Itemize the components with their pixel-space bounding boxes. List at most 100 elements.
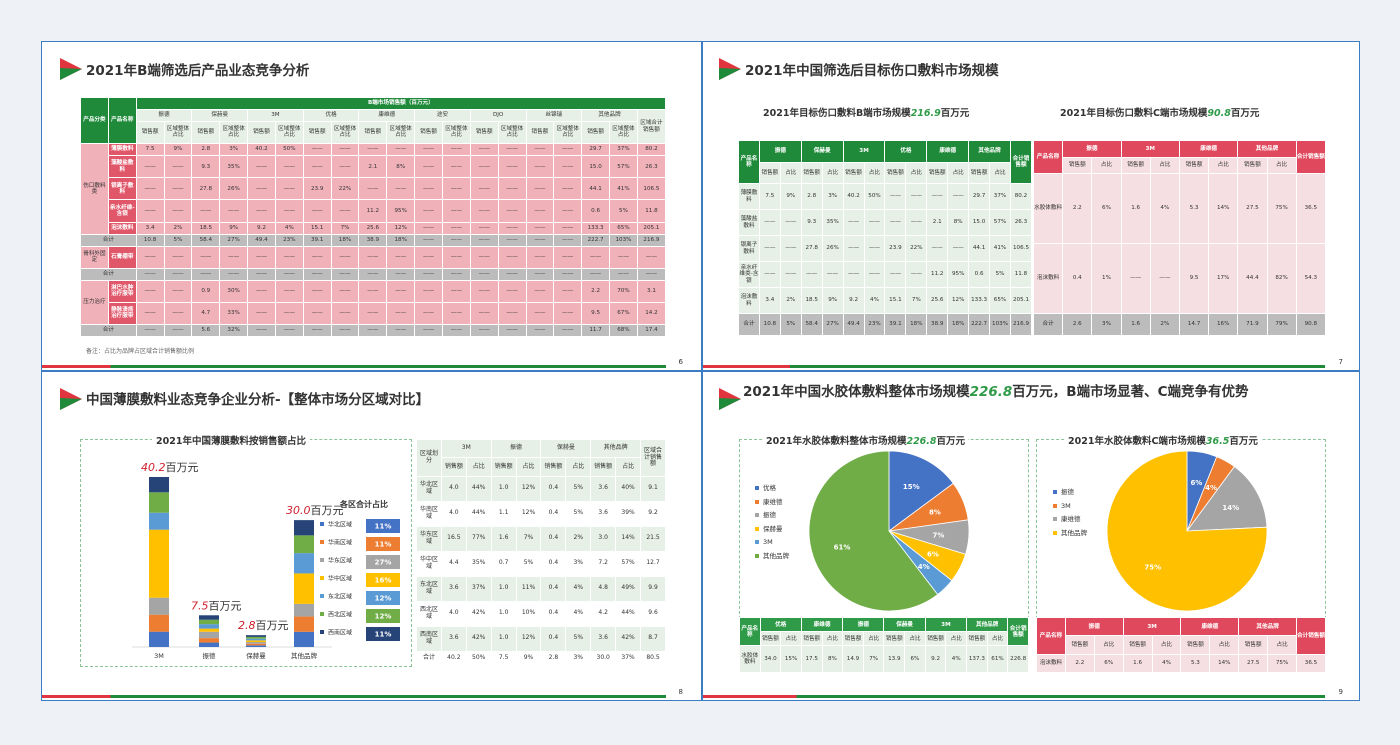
table-cell: —— bbox=[441, 233, 471, 247]
header-row: 产品名称 优格 康维德 振德 保赫曼 3M 其他品牌 合计销售额 bbox=[739, 616, 1029, 647]
table-cell: 9.9 bbox=[640, 575, 666, 602]
table-cell: 16% bbox=[1208, 313, 1239, 336]
table-cell: —— bbox=[191, 267, 221, 281]
brand-header: 其他品牌 bbox=[968, 140, 1011, 163]
table-cell: —— bbox=[358, 267, 388, 281]
table-cell: 42% bbox=[615, 625, 642, 652]
table-cell: —— bbox=[863, 209, 886, 236]
table-cell: 占比 bbox=[945, 631, 968, 647]
table-cell: —— bbox=[302, 143, 332, 157]
table-cell: 销售额 bbox=[1122, 635, 1153, 655]
table-cell: 103% bbox=[989, 313, 1011, 336]
table-cell: 67% bbox=[609, 301, 638, 326]
table-cell: —— bbox=[274, 177, 304, 201]
total-label: 30.0百万元 bbox=[286, 504, 344, 517]
header-cell: 产品名称 bbox=[739, 616, 761, 647]
table-cell: 12% bbox=[947, 287, 970, 314]
table-cell: —— bbox=[497, 279, 527, 303]
table-cell: 44.1 bbox=[968, 235, 991, 262]
header-cell: 产品名称 bbox=[738, 140, 760, 184]
table-cell: —— bbox=[135, 301, 165, 326]
table-cell: 1.6 bbox=[1120, 313, 1151, 336]
header-row: 区域划分 3M 振德 保赫曼 其他品牌 区域合计销售额 bbox=[416, 438, 666, 477]
b2b-competition-table: 产品分类 产品名称 B端市场销售额（百万元） 振德 保赫曼 3M 优格 康维德 途安 DJO 丝锦瑞… bbox=[80, 96, 667, 337]
table-cell: 7% bbox=[905, 287, 928, 314]
table-cell: 11.8 bbox=[1009, 261, 1033, 288]
table-cell: —— bbox=[553, 301, 583, 326]
slide-7[interactable]: 2021年中国筛选后目标伤口敷料市场规模 2021年目标伤口敷料B端市场规模21… bbox=[702, 41, 1360, 371]
table-row: 骨科外固定 石膏绷带 —— —— —— —— —— —— —— —— —— —— —— —— —— —— —— —… bbox=[80, 245, 667, 269]
table-cell: 40% bbox=[615, 475, 642, 502]
table-cell: —— bbox=[800, 261, 823, 288]
total-label: 7.5百万元 bbox=[191, 599, 242, 612]
table-cell: 44% bbox=[465, 475, 492, 502]
table-cell: 1.0 bbox=[490, 575, 517, 602]
brand-flag-icon bbox=[719, 58, 741, 80]
category-label: 其他品牌 bbox=[291, 651, 318, 660]
table-cell: 9.2 bbox=[842, 287, 865, 314]
brand-header: 康维德 bbox=[1180, 616, 1240, 637]
table-cell: —— bbox=[525, 267, 555, 281]
table-cell: 藻酸盐敷料 bbox=[738, 209, 760, 236]
table-cell: 9.2 bbox=[640, 500, 666, 527]
legend-item: 保赫曼 bbox=[755, 523, 789, 537]
slide-8[interactable]: 中国薄膜敷料业态竞争企业分析-【整体市场分区域对比】 2021年中国薄膜敷料按销… bbox=[41, 371, 702, 701]
share-box bbox=[366, 573, 400, 587]
table-cell: 4% bbox=[274, 221, 304, 235]
table-cell: 销售额 bbox=[884, 161, 907, 184]
table-cell: 销售额 bbox=[490, 457, 517, 477]
table-row: 伤口敷料类 薄膜敷料 7.5 9% 2.8 3% 40.2 50% —— —— —— —— —— —— ——… bbox=[80, 143, 667, 235]
table-cell: —— bbox=[469, 177, 499, 201]
table-cell: —— bbox=[414, 177, 443, 201]
header-cell: 销售额 bbox=[358, 120, 388, 145]
table-cell: —— bbox=[330, 199, 360, 223]
table-cell: 4% bbox=[863, 287, 886, 314]
table-cell: —— bbox=[497, 324, 527, 337]
table-cell: —— bbox=[302, 301, 332, 326]
table-cell: —— bbox=[163, 267, 193, 281]
bar-segment bbox=[149, 631, 169, 647]
table-cell: —— bbox=[358, 301, 388, 326]
table-cell: —— bbox=[414, 279, 443, 303]
header-cell: 区域整体占比 bbox=[441, 120, 471, 145]
table-cell: —— bbox=[358, 245, 388, 269]
table-cell: 4.0 bbox=[440, 500, 467, 527]
slide-9[interactable]: 2021年中国水胶体敷料整体市场规模226.8百万元，B端市场显著、C端竞争有优… bbox=[702, 371, 1360, 701]
table-cell: 占比 bbox=[615, 457, 642, 477]
brand-header: 其他品牌 bbox=[581, 108, 638, 122]
table-cell: 华东区域 bbox=[416, 525, 442, 552]
table-cell: —— bbox=[247, 245, 276, 269]
table-cell: 2.2 bbox=[581, 279, 611, 303]
table-cell: 12% bbox=[386, 221, 416, 235]
bar-segment bbox=[246, 643, 266, 646]
share-box bbox=[366, 537, 400, 551]
header-cell: 合计销售额 bbox=[1295, 140, 1327, 174]
table-cell: 3.4 bbox=[135, 221, 165, 235]
table-cell: 4.4 bbox=[440, 550, 467, 577]
table-cell: 32% bbox=[219, 324, 249, 337]
table-cell: 133.3 bbox=[581, 221, 611, 235]
table-cell: —— bbox=[821, 261, 844, 288]
legend-swatch bbox=[755, 526, 759, 531]
table-cell: 4% bbox=[565, 575, 592, 602]
table-cell: 71.9 bbox=[1237, 313, 1268, 336]
table-cell: 21.5 bbox=[640, 525, 666, 552]
slice-label: 4% bbox=[918, 563, 930, 571]
slice-label: 14% bbox=[1222, 504, 1239, 512]
b2b-market-table: 产品名称 振德 保赫曼 3M 优格 康维德 其他品牌 合计销售额 销售额 占比 销售额 占比 销售额 占比… bbox=[738, 140, 1033, 336]
legend-swatch bbox=[320, 558, 324, 562]
pie-legend-b2c: 振德 3M 康维德 其他品牌 bbox=[1053, 486, 1087, 540]
table-cell: 106.5 bbox=[636, 177, 667, 201]
table-cell: —— bbox=[1120, 243, 1151, 314]
pie-chart-b2c: 6%4% 14% 75% bbox=[1106, 450, 1268, 612]
table-cell: 50% bbox=[274, 143, 304, 157]
slide-6[interactable]: 2021年B端筛选后产品业态竞争分析 产品分类 产品名称 B端市场销售额（百万元）振… bbox=[41, 41, 702, 371]
table-cell: 50% bbox=[863, 183, 886, 210]
header-cell: 销售额 bbox=[469, 120, 499, 145]
table-cell: —— bbox=[497, 301, 527, 326]
table-cell: —— bbox=[135, 177, 165, 201]
header-row: 销售额 占比 销售额 占比 销售额 占比 销售额 占比 bbox=[1034, 156, 1326, 174]
table-cell: —— bbox=[163, 199, 193, 223]
b2c-market-table: 产品名称 振德 3M 康维德 其他品牌 合计销售额 销售额 占比 销售额 占比 销售额 占比 销售额 占比… bbox=[1032, 140, 1327, 336]
table-cell: 57% bbox=[615, 550, 642, 577]
